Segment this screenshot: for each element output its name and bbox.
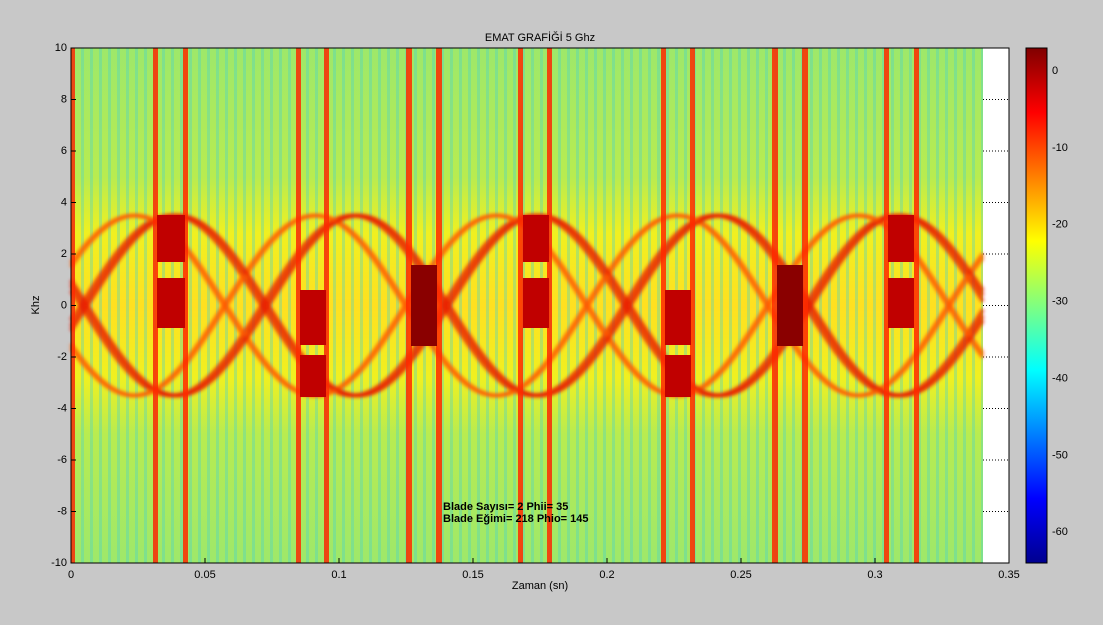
colorbar-tick-label: -40 [1052, 372, 1068, 384]
chart-title: EMAT GRAFİĞİ 5 Ghz [485, 31, 595, 44]
spectrogram-stripes [71, 48, 919, 563]
colorbar-tick-label: 0 [1052, 65, 1058, 77]
colorbar-tick-label: -30 [1052, 296, 1068, 308]
spectrogram-blocks [157, 215, 914, 397]
colorbar-tick-label: -10 [1052, 142, 1068, 154]
y-tick-label: -10 [51, 557, 67, 569]
colorbar-tick-label: -20 [1052, 219, 1068, 231]
y-tick-label: 10 [55, 42, 67, 54]
y-tick-label: 0 [61, 299, 67, 311]
x-tick-label: 0.05 [194, 569, 215, 581]
x-tick-label: 0.1 [331, 569, 346, 581]
x-tick-label: 0.2 [599, 569, 614, 581]
spectrogram-curve [69, 213, 985, 398]
y-tick-label: 4 [61, 196, 67, 208]
colorbar [1025, 47, 1048, 564]
x-axis-label: Zaman (sn) [512, 580, 568, 592]
y-tick-label: 8 [61, 93, 67, 105]
y-axis-label: Khz [30, 296, 42, 315]
x-tick-label: 0.3 [867, 569, 882, 581]
y-tick-label: -2 [57, 351, 67, 363]
y-tick-label: 2 [61, 248, 67, 260]
x-tick-label: 0.15 [462, 569, 483, 581]
colorbar-tick-label: -60 [1052, 526, 1068, 538]
y-tick-label: 6 [61, 145, 67, 157]
y-tick-label: -4 [57, 402, 67, 414]
spectrogram-image [69, 48, 985, 563]
annotation: Blade Eğimi= 218 Phio= 145 [443, 513, 589, 525]
x-tick-label: 0.35 [998, 569, 1019, 581]
y-tick-label: -8 [57, 505, 67, 517]
spectrogram-curve [69, 213, 985, 398]
y-tick-label: -6 [57, 454, 67, 466]
x-tick-label: 0 [68, 569, 74, 581]
ticks: 0 0.05 0.1 0.15 0.2 0.25 0.3 0.35-10-8-6-4-2024… [51, 42, 1068, 581]
annotation: Blade Sayısı= 2 Phii= 35 [443, 501, 568, 513]
x-tick-label: 0.25 [730, 569, 751, 581]
colorbar-tick-label: -50 [1052, 449, 1068, 461]
